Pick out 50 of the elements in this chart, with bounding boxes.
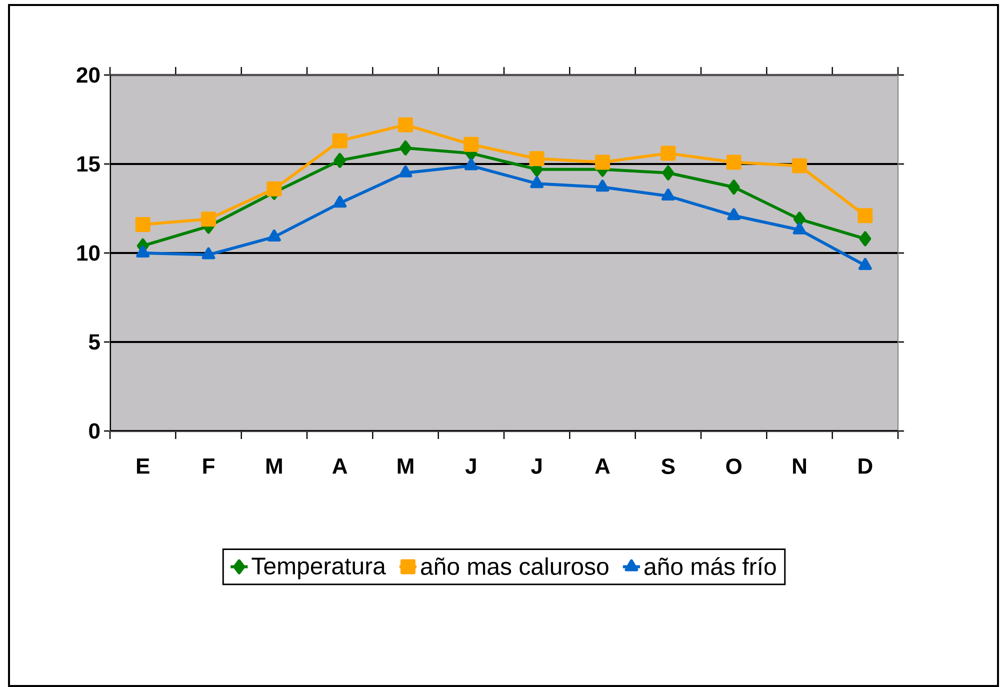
x-tick-label: D <box>858 458 872 474</box>
point <box>135 217 150 232</box>
point <box>595 154 610 170</box>
legend-label: año mas caluroso <box>421 557 608 575</box>
point <box>266 181 282 196</box>
x-tick-label: S <box>661 458 675 474</box>
point <box>334 152 346 168</box>
point <box>858 208 873 224</box>
point <box>529 151 544 166</box>
point <box>464 158 478 170</box>
x-tick-label: M <box>266 458 282 474</box>
x-tick-label: J <box>465 458 476 474</box>
x-tick-label: M <box>398 458 414 474</box>
point <box>464 136 479 152</box>
point <box>136 245 150 258</box>
point <box>400 140 412 156</box>
x-tick-label: O <box>726 458 742 474</box>
x-tick-label: A <box>595 458 610 474</box>
point <box>859 231 872 246</box>
point <box>530 176 544 188</box>
point <box>267 229 281 242</box>
point <box>726 154 742 170</box>
point <box>398 117 414 132</box>
y-tick-label: 20 <box>76 67 100 83</box>
point <box>727 208 741 220</box>
legend-label: año más frío <box>644 557 776 576</box>
x-tick-label: A <box>332 458 348 474</box>
x-tick-label: N <box>793 458 806 474</box>
point <box>792 222 806 234</box>
point <box>596 180 610 192</box>
y-tick-label: 10 <box>77 245 100 261</box>
legend-label: Temperatura <box>252 558 386 580</box>
point <box>398 165 412 178</box>
point <box>794 212 806 227</box>
point <box>660 146 676 161</box>
point <box>661 188 675 201</box>
x-tick-label: F <box>203 458 214 474</box>
y-tick-label: 15 <box>77 156 100 172</box>
point <box>728 180 740 195</box>
point <box>332 133 348 148</box>
y-tick-label: 5 <box>88 334 100 350</box>
point <box>202 247 216 260</box>
x-tick-label: E <box>136 458 150 474</box>
point <box>662 165 674 180</box>
point <box>201 212 216 227</box>
x-tick-label: J <box>531 458 542 474</box>
point <box>333 196 347 208</box>
y-tick-label: 0 <box>89 423 100 439</box>
point <box>792 158 808 174</box>
point <box>858 258 872 270</box>
